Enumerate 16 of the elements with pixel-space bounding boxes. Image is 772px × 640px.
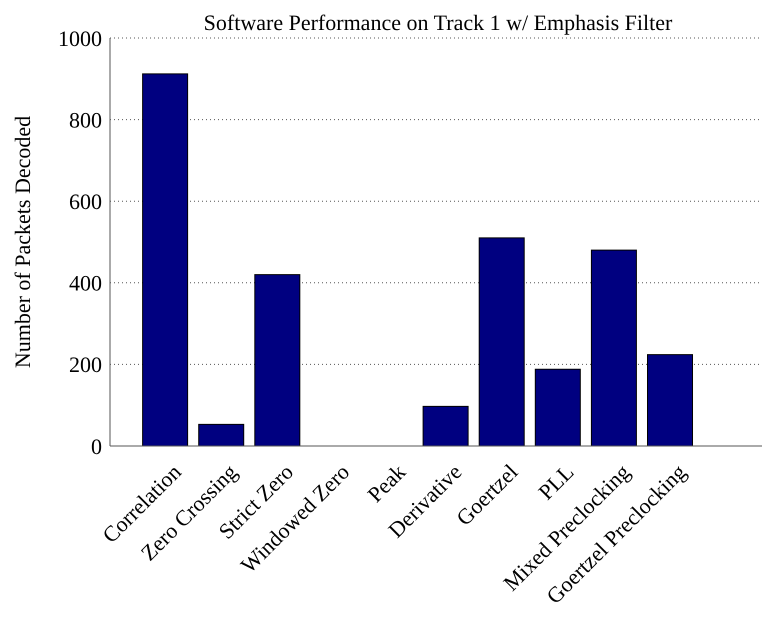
y-tick-label: 400 <box>69 270 102 296</box>
y-tick-label: 800 <box>69 107 102 132</box>
y-tick-label: 200 <box>69 352 102 378</box>
bar <box>422 406 469 446</box>
bar <box>590 250 637 446</box>
bar <box>142 73 188 446</box>
bar <box>534 368 581 446</box>
y-tick-label: 1000 <box>58 26 102 51</box>
bar <box>198 424 244 446</box>
bar <box>478 237 525 446</box>
bar <box>647 354 694 446</box>
y-tick-label: 0 <box>91 434 102 459</box>
bar <box>254 274 300 446</box>
y-axis-title: Number of Packets Decoded <box>10 116 35 368</box>
chart-title: Software Performance on Track 1 w/ Emphasis Filter <box>202 10 674 36</box>
y-tick-label: 600 <box>69 189 102 214</box>
